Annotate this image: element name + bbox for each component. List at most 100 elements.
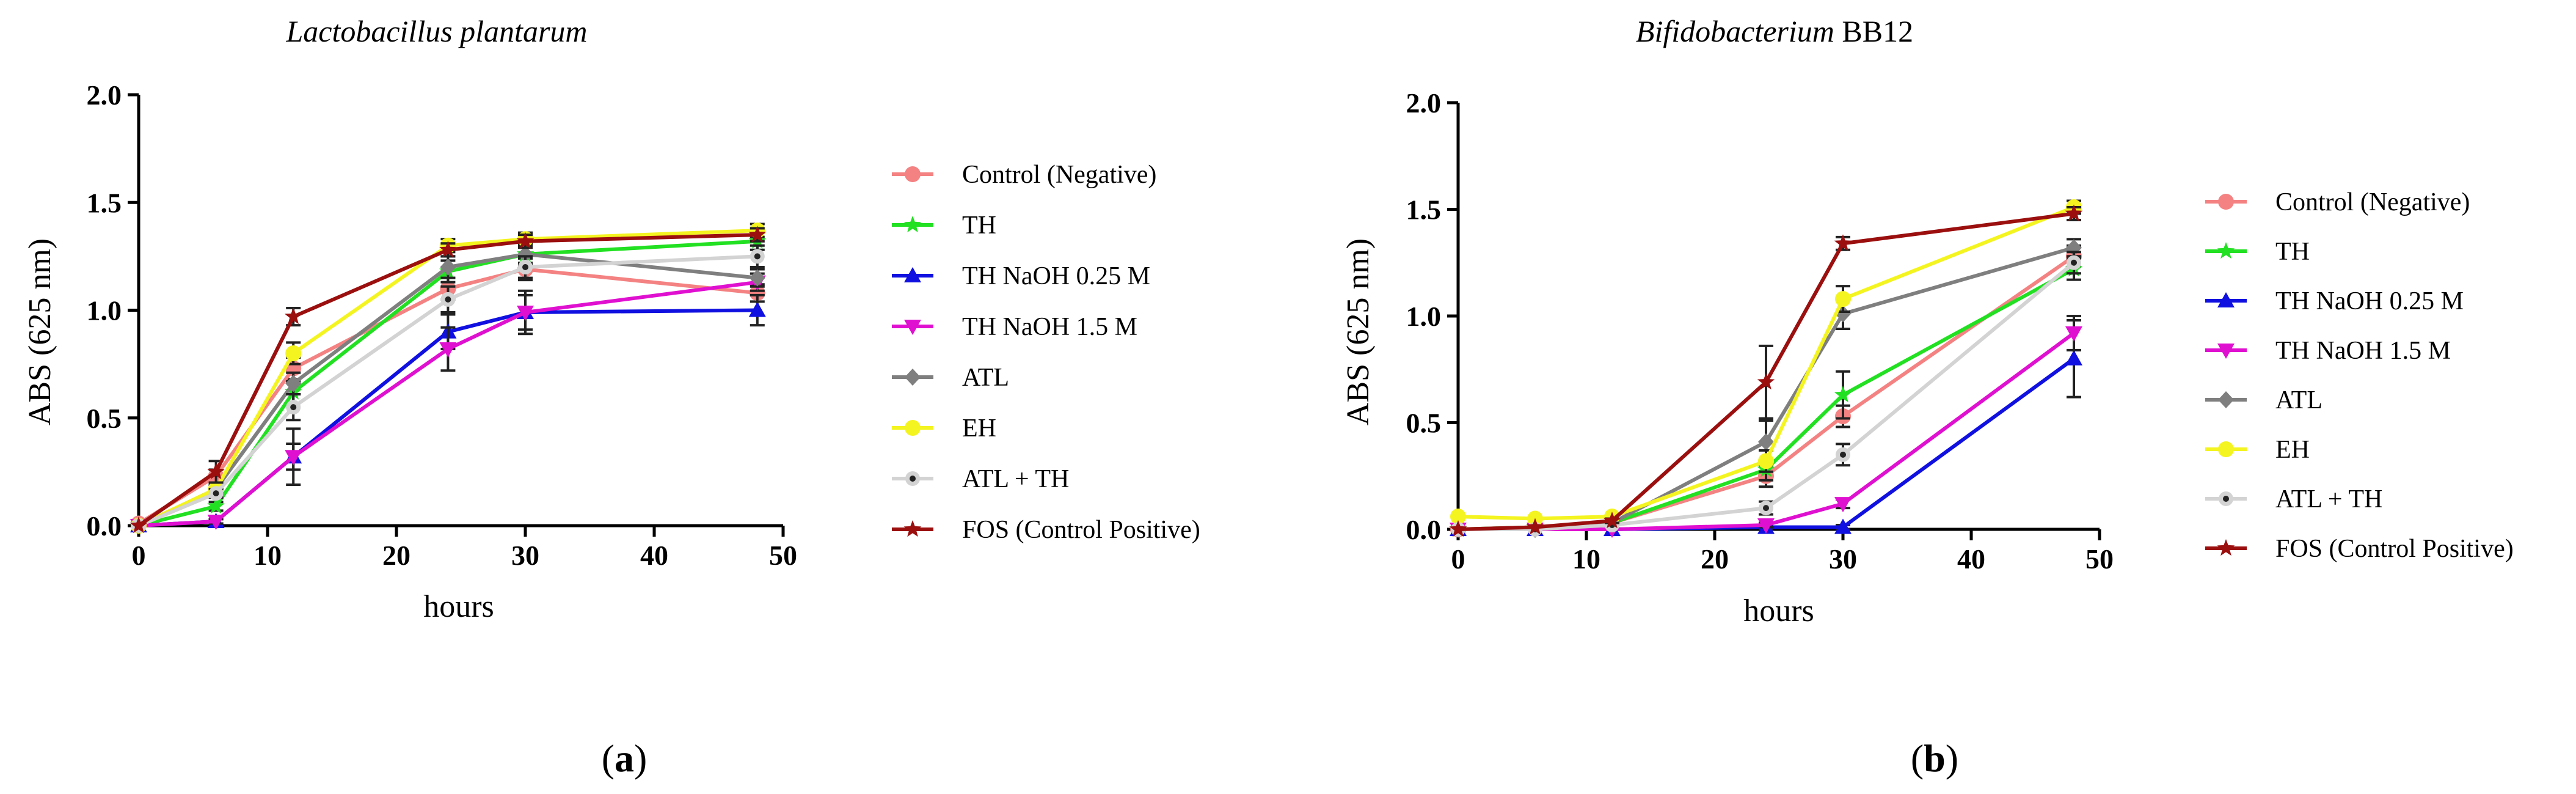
legend-item-th-naoh-0-25-m: TH NaOH 0.25 M bbox=[892, 262, 1150, 290]
y-tick-label: 2.0 bbox=[87, 79, 122, 111]
panel-b-label: (b) bbox=[1911, 737, 1958, 780]
data-point bbox=[1450, 509, 1466, 525]
data-point bbox=[207, 514, 225, 530]
x-tick-label: 10 bbox=[1572, 543, 1600, 575]
data-point bbox=[517, 306, 534, 322]
data-point bbox=[749, 285, 765, 301]
data-point bbox=[207, 462, 225, 479]
legend-item-control-negative: Control (Negative) bbox=[892, 161, 1156, 189]
legend-marker bbox=[905, 471, 920, 486]
x-tick-label: 20 bbox=[1701, 543, 1729, 575]
marker-dot bbox=[1763, 505, 1769, 512]
panel-a-xlabel: hours bbox=[423, 589, 494, 624]
data-point bbox=[130, 516, 148, 534]
x-tick-label: 0 bbox=[1451, 543, 1465, 575]
legend-label: TH NaOH 1.5 M bbox=[2275, 337, 2451, 365]
series-fos-control-positive bbox=[1449, 204, 2083, 537]
y-tick-label: 1.0 bbox=[1406, 301, 1442, 332]
data-point bbox=[749, 269, 765, 287]
series-line bbox=[1458, 205, 2075, 521]
legend-label: FOS (Control Positive) bbox=[2275, 535, 2514, 563]
panel-b-title-plain: BB12 bbox=[1834, 14, 1913, 48]
data-point bbox=[1757, 518, 1775, 534]
legend-marker bbox=[2217, 292, 2235, 307]
y-tick-label: 0.0 bbox=[87, 510, 122, 542]
data-point bbox=[518, 260, 533, 274]
legend-item-th: TH bbox=[892, 211, 996, 240]
legend-marker bbox=[2218, 441, 2234, 457]
y-tick-label: 2.0 bbox=[1406, 87, 1442, 119]
data-point bbox=[2067, 255, 2081, 270]
panel-a-title: Lactobacillus plantarum bbox=[285, 14, 587, 48]
data-point bbox=[1834, 497, 1852, 513]
data-point bbox=[1758, 433, 1774, 450]
panel-a-chart: Lactobacillus plantarum ABS (625 nm) hou… bbox=[23, 14, 1200, 780]
data-point bbox=[1449, 520, 1467, 537]
data-point bbox=[440, 259, 456, 276]
x-tick-label: 30 bbox=[1829, 543, 1857, 575]
panel-b-label-close: ) bbox=[1946, 737, 1958, 780]
data-point bbox=[285, 345, 302, 361]
panel-a-series bbox=[130, 222, 767, 534]
legend-label: TH NaOH 0.25 M bbox=[2275, 287, 2464, 315]
series-line bbox=[138, 239, 757, 527]
legend-item-atl: ATL bbox=[892, 364, 1009, 392]
data-point bbox=[748, 226, 767, 243]
legend-marker bbox=[2217, 539, 2235, 556]
legend-label: Control (Negative) bbox=[962, 161, 1156, 189]
marker-dot bbox=[213, 490, 219, 497]
data-point bbox=[1758, 453, 1774, 469]
y-tick-label: 0.5 bbox=[1406, 408, 1442, 439]
y-tick-label: 1.0 bbox=[87, 295, 122, 326]
legend-marker bbox=[905, 369, 921, 386]
data-point bbox=[2065, 326, 2082, 342]
marker-dot bbox=[522, 264, 528, 270]
y-tick-label: 0.0 bbox=[1406, 514, 1442, 545]
data-point bbox=[1834, 518, 1852, 534]
legend-item-fos-control-positive: FOS (Control Positive) bbox=[2205, 535, 2514, 563]
legend-label: TH bbox=[962, 211, 996, 240]
data-point bbox=[208, 486, 224, 501]
data-point bbox=[285, 450, 302, 466]
panel-a-legend: Control (Negative) TH TH NaOH 0.25 M TH NaO… bbox=[892, 161, 1200, 544]
panel-b-xlabel: hours bbox=[1743, 594, 1814, 628]
series-line bbox=[137, 254, 757, 527]
legend-marker bbox=[2217, 344, 2235, 359]
data-point bbox=[285, 375, 302, 392]
y-tick-label: 1.5 bbox=[87, 187, 122, 218]
panel-a-title-italic: Lactobacillus plantarum bbox=[285, 14, 587, 48]
legend-label: ATL bbox=[2275, 386, 2322, 414]
legend-item-control-negative: Control (Negative) bbox=[2205, 188, 2470, 216]
data-point bbox=[1834, 386, 1852, 403]
data-point bbox=[1603, 512, 1621, 529]
panel-a-ylabel: ABS (625 nm) bbox=[23, 238, 57, 425]
legend-label: EH bbox=[2275, 436, 2310, 464]
data-point bbox=[440, 292, 456, 307]
panel-b-label-open: ( bbox=[1911, 737, 1924, 780]
data-point bbox=[286, 400, 301, 415]
data-point bbox=[1836, 447, 1850, 462]
data-point bbox=[439, 342, 457, 358]
panel-b-chart: Bifidobacterium BB12 ABS (625 nm) hours … bbox=[1341, 14, 2514, 780]
legend-label: ATL + TH bbox=[962, 465, 1069, 493]
data-point bbox=[516, 232, 535, 249]
marker-dot bbox=[445, 296, 451, 303]
legend-item-th: TH bbox=[2205, 238, 2310, 266]
panel-b-ylabel: ABS (625 nm) bbox=[1341, 238, 1376, 425]
legend-label: TH NaOH 1.5 M bbox=[962, 313, 1137, 341]
marker-dot bbox=[290, 404, 297, 411]
marker-dot bbox=[910, 476, 916, 482]
legend-item-th-naoh-0-25-m: TH NaOH 0.25 M bbox=[2205, 287, 2464, 315]
legend-label: TH bbox=[2275, 238, 2310, 266]
panel-a-label-letter: a bbox=[615, 737, 634, 780]
series-fos-control-positive bbox=[130, 226, 767, 534]
legend-label: TH NaOH 0.25 M bbox=[962, 262, 1150, 290]
legend-marker bbox=[2218, 194, 2234, 210]
legend-label: ATL + TH bbox=[2275, 485, 2382, 513]
data-point bbox=[207, 497, 225, 514]
x-tick-label: 30 bbox=[511, 540, 539, 571]
legend-marker bbox=[904, 320, 921, 335]
data-point bbox=[1757, 373, 1775, 390]
panel-b-legend: Control (Negative) TH TH NaOH 0.25 M TH NaO… bbox=[2205, 188, 2514, 563]
panel-b-series bbox=[1449, 199, 2083, 538]
